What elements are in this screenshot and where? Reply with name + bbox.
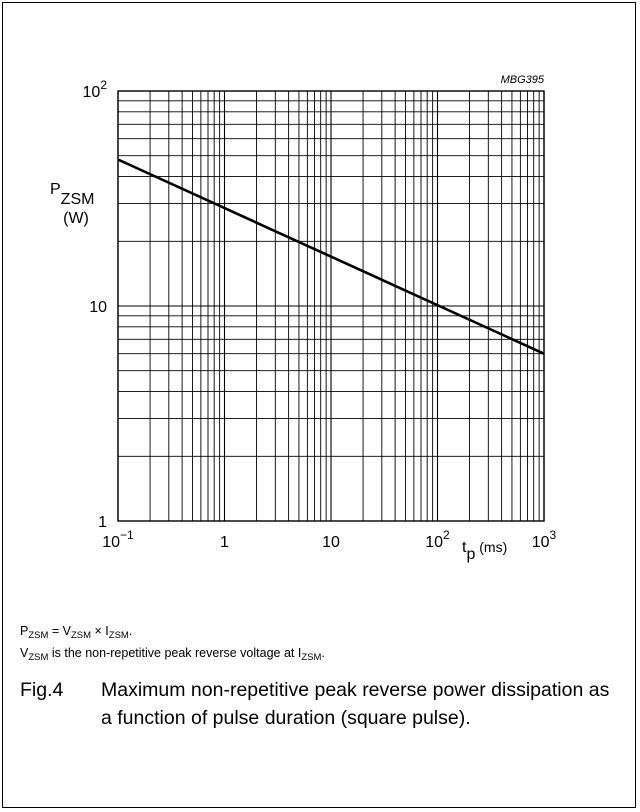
note-line-1: PZSM = VZSM × IZSM. [20, 624, 133, 641]
x-tick-label: 10−1 [102, 528, 134, 551]
x-tick-label: 10 [322, 534, 340, 551]
y-tick-label: 1 [98, 514, 107, 531]
x-axis-label: tp (ms) [462, 539, 507, 563]
notes: PZSM = VZSM × IZSM. VZSM is the non-repe… [20, 620, 325, 664]
series-line-1 [117, 158, 545, 355]
chart-id-label: MBG395 [501, 74, 545, 86]
note-line-2: VZSM is the non-repetitive peak reverse … [20, 646, 325, 663]
figure-number: Fig.4 [20, 679, 64, 701]
x-tick-label: 102 [425, 528, 450, 551]
figure-caption-text: Maximum non-repetitive peak reverse powe… [101, 679, 610, 729]
x-tick-label: 1 [220, 534, 229, 551]
y-axis-label: PZSM [50, 181, 94, 208]
y-tick-label: 10 [89, 299, 107, 316]
y-tick-label: 102 [83, 78, 108, 101]
plot-frame [117, 90, 545, 522]
y-axis-unit: (W) [63, 210, 89, 227]
x-tick-label: 103 [532, 528, 557, 551]
